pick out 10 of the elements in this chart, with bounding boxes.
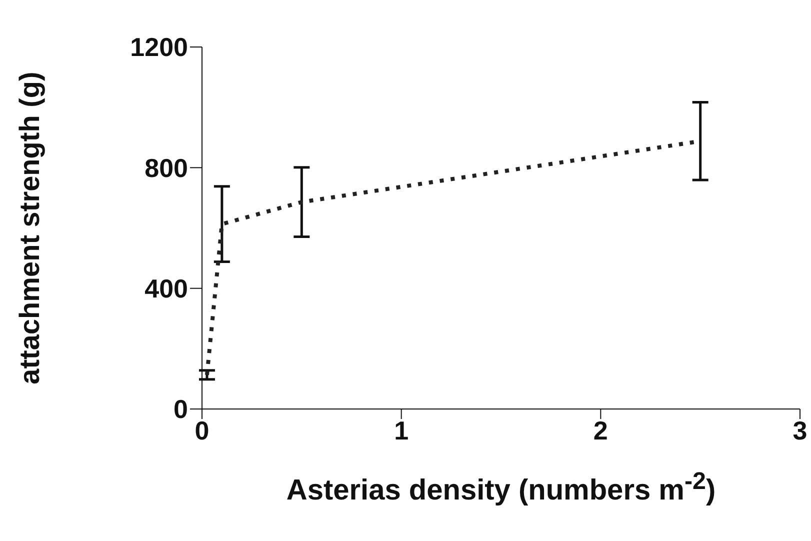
x-tick-label: 3 xyxy=(792,415,808,446)
x-tick-label: 2 xyxy=(593,415,608,446)
y-tick-label: 800 xyxy=(144,152,188,183)
x-axis-title: Asterias density (numbers m$^{-2}$) xyxy=(285,468,717,508)
x-tick-label: 1 xyxy=(394,415,409,446)
x-tick-label: 0 xyxy=(194,415,210,446)
y-tick-label: 0 xyxy=(174,394,188,424)
y-axis-title: attachment strength (g) xyxy=(14,72,46,384)
y-tick-label: 1200 xyxy=(130,32,188,62)
y-tick-label: 400 xyxy=(144,274,188,304)
